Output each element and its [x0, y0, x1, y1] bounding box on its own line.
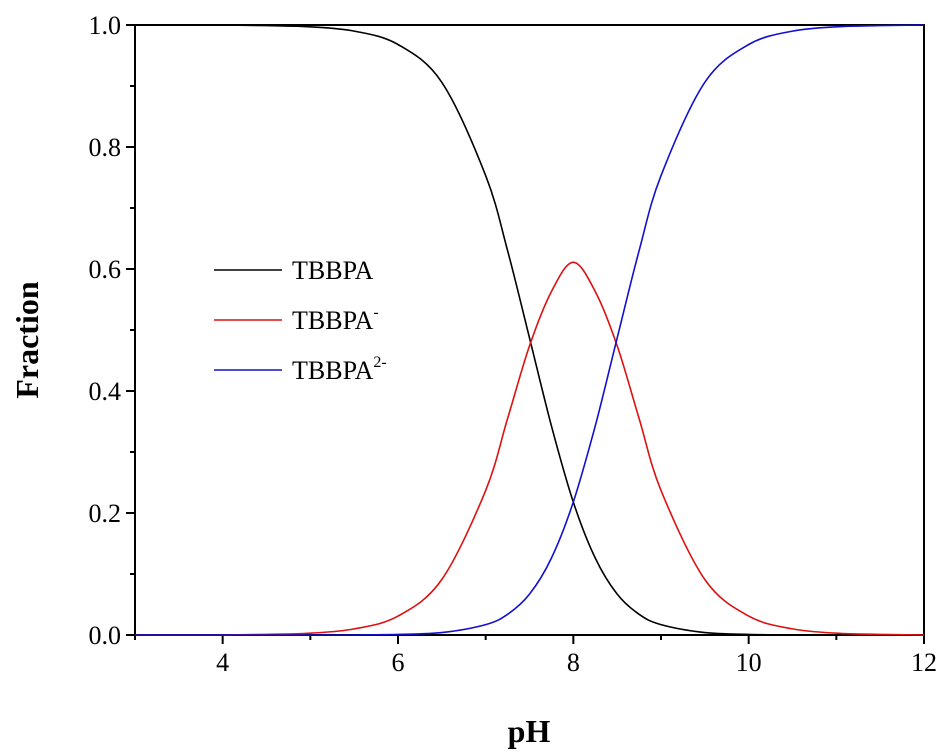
x-tick-label: 10 [736, 648, 762, 677]
y-tick-label: 0.0 [89, 621, 122, 650]
series-line-1 [135, 261, 925, 636]
legend-label: TBBPA- [292, 304, 379, 335]
ticks: 4 6 8 10 12 0.0 0.2 0.4 0.6 0.8 1.0 [89, 11, 938, 677]
legend-label-superscript: 2- [373, 354, 386, 371]
legend-label: TBBPA [292, 256, 374, 285]
y-axis-title: Fraction [9, 281, 45, 399]
x-axis-title: pH [508, 713, 551, 749]
y-tick-label: 0.2 [89, 499, 122, 528]
x-tick-label: 6 [392, 648, 405, 677]
x-tick-label: 12 [911, 648, 937, 677]
series-line-2 [135, 24, 925, 636]
legend-label: TBBPA2- [292, 354, 387, 385]
legend: TBBPA TBBPA- TBBPA2- [214, 256, 387, 385]
x-tick-label: 4 [216, 648, 229, 677]
series-lines [135, 24, 925, 636]
y-tick-label: 0.4 [89, 377, 122, 406]
x-tick-label: 8 [567, 648, 580, 677]
plot-frame [134, 24, 925, 636]
y-tick-label: 1.0 [89, 11, 122, 40]
legend-label-superscript: - [373, 304, 378, 321]
series-line-0 [135, 24, 924, 636]
y-tick-label: 0.6 [89, 255, 122, 284]
y-tick-label: 0.8 [89, 133, 122, 162]
